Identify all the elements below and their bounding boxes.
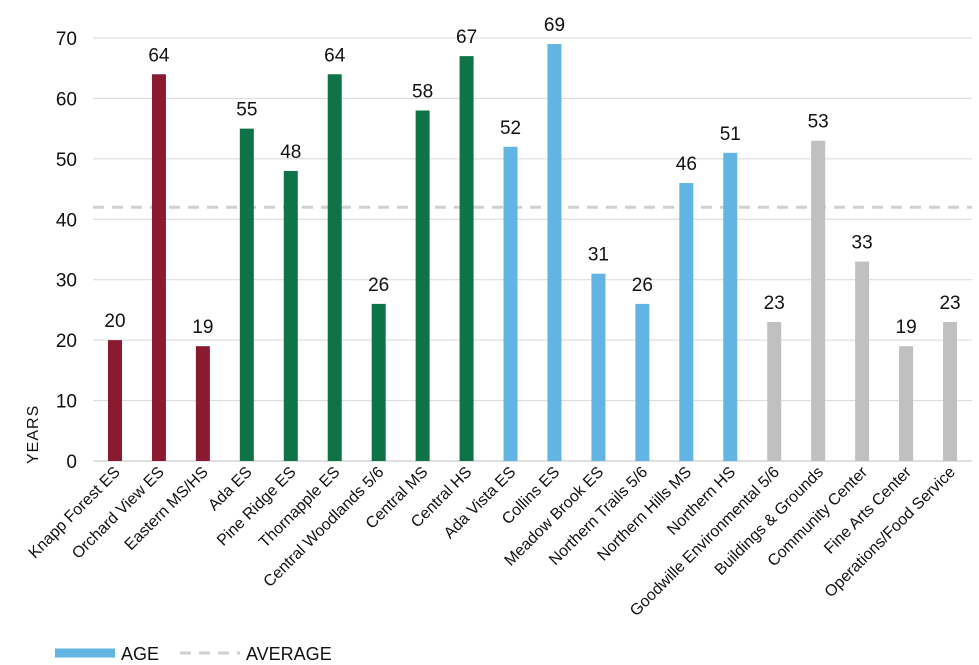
bar (811, 140, 826, 461)
data-label: 64 (148, 45, 170, 66)
y-tick-label: 30 (56, 271, 77, 292)
data-label: 23 (764, 293, 785, 314)
y-tick-label: 50 (56, 150, 77, 171)
data-label: 67 (456, 27, 477, 48)
data-label: 48 (280, 142, 301, 163)
bars (107, 44, 958, 462)
bar (723, 152, 738, 462)
data-label: 33 (852, 233, 873, 254)
bar (107, 340, 122, 461)
data-label: 31 (588, 245, 609, 266)
category-label: Eastern MS/HS (122, 464, 212, 554)
bar (327, 74, 342, 461)
legend: AGE AVERAGE (55, 644, 332, 664)
y-tick-label: 20 (56, 331, 77, 352)
y-tick-label: 40 (56, 210, 77, 231)
bar (283, 170, 298, 461)
bar (151, 74, 166, 461)
bar (855, 261, 870, 461)
bar (415, 110, 430, 461)
data-label: 26 (368, 275, 389, 296)
bar (195, 346, 210, 461)
data-label: 19 (896, 317, 917, 338)
bar (943, 322, 958, 461)
data-label: 53 (808, 112, 829, 133)
bar (899, 346, 914, 461)
legend-average-label: AVERAGE (246, 644, 332, 664)
data-label: 23 (939, 293, 960, 314)
y-tick-label: 10 (56, 392, 77, 413)
y-tick-label: 0 (66, 452, 77, 473)
y-tick-label: 70 (56, 29, 77, 50)
bar (635, 303, 650, 461)
data-label: 58 (412, 82, 433, 103)
data-labels: 20 64 19 55 48 64 26 58 67 52 69 31 26 46 51 23 53 33 19 23 (104, 15, 960, 338)
data-label: 20 (104, 311, 125, 332)
bar (591, 273, 606, 461)
bar (679, 183, 694, 461)
data-label: 64 (324, 45, 346, 66)
y-axis-ticks: 0 10 20 30 40 50 60 70 (56, 29, 77, 473)
y-axis-title: YEARS (25, 405, 42, 464)
bar (459, 56, 474, 461)
y-tick-label: 60 (56, 89, 77, 110)
data-label: 26 (632, 275, 653, 296)
data-label: 46 (676, 154, 697, 175)
bar (239, 128, 254, 461)
data-label: 51 (720, 124, 741, 145)
gridlines (93, 37, 972, 402)
data-label: 19 (192, 317, 213, 338)
data-label: 52 (500, 118, 521, 139)
bar (371, 303, 386, 461)
data-label: 55 (236, 100, 257, 121)
bar (547, 44, 562, 462)
bar (503, 146, 518, 461)
category-label: Pine Ridge ES (214, 464, 300, 550)
bar (767, 322, 782, 461)
data-label: 69 (544, 15, 565, 36)
legend-age-label: AGE (121, 644, 159, 664)
